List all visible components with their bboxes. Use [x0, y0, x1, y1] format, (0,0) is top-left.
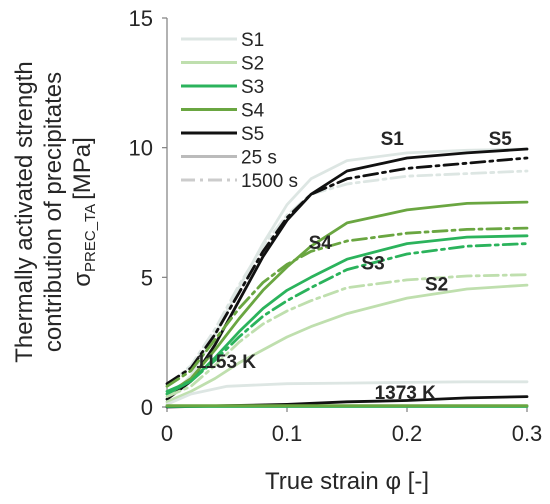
legend-label: S3	[241, 77, 264, 98]
x-tick-label: 0.1	[272, 421, 303, 446]
y-tick-label: 10	[129, 136, 153, 161]
y-axis-subscript: PREC_TA	[82, 204, 99, 272]
y-axis-symbol: σ	[69, 272, 96, 287]
legend-label: S1	[241, 30, 264, 51]
y-axis-title-line-2: contribution of precipitates	[40, 72, 67, 352]
annotation-label: 1373 K	[375, 383, 437, 404]
x-tick-label: 0	[161, 421, 173, 446]
legend-label: S4	[241, 101, 265, 122]
series-line-s4-25s	[165, 200, 529, 396]
legend-label: S5	[241, 124, 264, 145]
x-tick-label: 0.2	[392, 421, 423, 446]
axes: 0 0.1 0.2 0.3 0 5 10 15	[129, 6, 543, 446]
y-tick-label: 0	[141, 395, 153, 420]
series-line-s1-1373k-25s	[165, 380, 529, 406]
series-layer	[165, 147, 529, 409]
y-axis-title: Thermally activated strength contributio…	[11, 61, 99, 362]
y-axis-title-symbol-line: σPREC_TA [MPa]	[69, 137, 99, 287]
annotations: S1 S5 S4 S3 S2 1153 K 1373 K	[196, 129, 512, 404]
series-line-s5-25s	[165, 147, 529, 401]
annotation-label: S2	[425, 274, 448, 295]
y-tick-label: 5	[141, 265, 153, 290]
legend-label: 1500 s	[241, 171, 298, 192]
annotation-label: S3	[361, 254, 384, 275]
annotation-label: S4	[309, 233, 333, 254]
y-axis-unit: [MPa]	[69, 137, 96, 200]
y-tick-label: 15	[129, 6, 153, 31]
series-line-s4-1500s	[165, 226, 529, 388]
series-line-s5-1500s	[165, 156, 529, 386]
y-axis-title-line-1: Thermally activated strength	[11, 61, 38, 362]
x-tick-label: 0.3	[512, 421, 543, 446]
series-line-s3-1500s	[165, 242, 529, 393]
series-line-s1-1500s	[165, 169, 529, 388]
series-line-s2-1500s	[165, 273, 529, 399]
series-line-s2-25s	[165, 283, 529, 404]
annotation-label: S1	[381, 129, 405, 150]
annotation-label: 1153 K	[196, 352, 256, 373]
legend-label: S2	[241, 54, 264, 75]
x-axis-title: True strain φ [-]	[265, 468, 429, 495]
legend-label: 25 s	[241, 148, 277, 169]
annotation-label: S5	[489, 129, 513, 150]
